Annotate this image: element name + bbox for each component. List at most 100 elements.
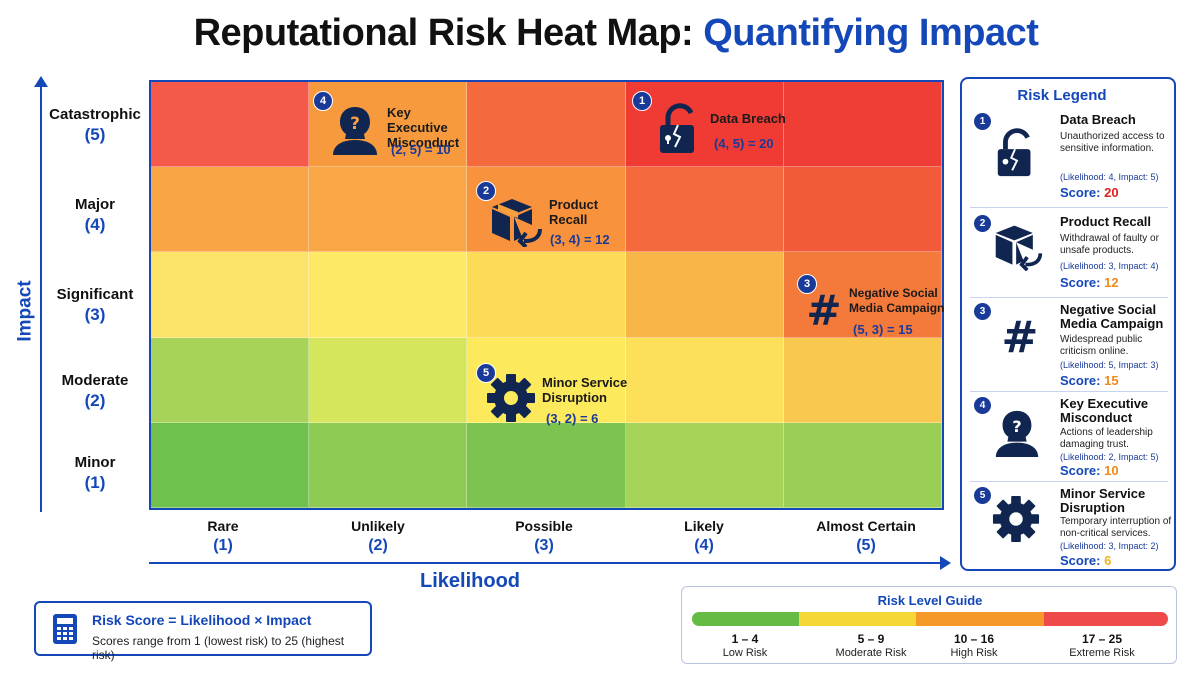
guide-range: 17 – 25	[1081, 632, 1123, 646]
guide-bar	[799, 612, 916, 626]
risk-legend: Risk Legend 1 Data Breach Unauthorized a…	[960, 77, 1176, 571]
gear-icon	[487, 374, 535, 422]
broken-lock-icon	[660, 103, 694, 153]
svg-text:?: ?	[350, 114, 360, 134]
score-value: 6	[1104, 553, 1112, 568]
marker-name: Product Recall	[549, 197, 599, 227]
marker-score: (2, 5) = 10	[391, 142, 451, 157]
marker-negative-social-media[interactable]: 3 # Negative Social Media Campaign (5, 3…	[793, 268, 948, 348]
formula-box: Risk Score = Likelihood × Impact Scores …	[34, 601, 372, 662]
person-question-icon: ?	[333, 107, 377, 155]
legend-item-minor-service-disruption[interactable]: 5 Minor Service Disruption Temporary int…	[970, 483, 1171, 569]
guide-range: 10 – 16	[953, 632, 995, 646]
marker-data-breach[interactable]: 1 Data Breach (4, 5) = 20	[626, 85, 791, 165]
legend-badge: 1	[974, 113, 991, 130]
legend-title: Risk Legend	[1017, 87, 1107, 104]
title-accent: Quantifying Impact	[703, 12, 1039, 54]
heat-cell	[467, 82, 626, 168]
legend-item-product-recall[interactable]: 2 Product Recall Withdrawal of faulty or…	[970, 211, 1168, 298]
marker-score: (4, 5) = 20	[714, 136, 774, 151]
x-level-name: Possible	[515, 518, 573, 534]
legend-coords: (Likelihood: 2, Impact: 5)	[1060, 452, 1159, 462]
x-level-1: Rare (1)	[143, 516, 303, 556]
heat-cell	[625, 82, 784, 168]
heat-cell	[783, 252, 942, 338]
calculator-icon	[53, 614, 77, 644]
heat-cell	[309, 252, 468, 338]
x-level-value: (4)	[694, 537, 714, 554]
box-return-icon	[995, 225, 1043, 271]
guide-level-extreme: 17 – 25 Extreme Risk	[1042, 632, 1162, 660]
heat-cell	[625, 337, 784, 423]
legend-item-data-breach[interactable]: 1 Data Breach Unauthorized access to sen…	[970, 109, 1168, 208]
legend-item-key-executive-misconduct[interactable]: 4 ? Key Executive Misconduct Actions of …	[970, 393, 1168, 482]
x-level-value: (2)	[368, 537, 388, 554]
y-level-value: (4)	[84, 215, 106, 234]
marker-name: Minor Service Disruption	[542, 375, 628, 405]
y-level-name: Significant	[56, 286, 134, 303]
legend-badge: 4	[974, 397, 991, 414]
heat-cell	[309, 167, 468, 253]
heat-cell	[467, 422, 626, 508]
legend-name: Data Breach	[1060, 112, 1136, 127]
risk-level-guide: Risk Level Guide 1 – 4 Low Risk 5 – 9 Mode…	[681, 586, 1177, 664]
heat-cell	[625, 167, 784, 253]
formula-subtitle: Scores range from 1 (lowest risk) to 25 …	[92, 634, 345, 662]
x-level-2: Unlikely (2)	[298, 516, 458, 556]
guide-bar	[916, 612, 1044, 626]
x-level-5: Almost Certain (5)	[786, 516, 946, 556]
score-label: Score:	[1060, 553, 1101, 568]
heat-cell	[151, 337, 310, 423]
legend-badge: 2	[974, 215, 991, 232]
guide-bar	[692, 612, 799, 626]
y-level-value: (2)	[84, 391, 106, 410]
legend-score: Score: 6	[1060, 553, 1111, 568]
person-question-icon: ?	[995, 410, 1039, 457]
guide-level-moderate: 5 – 9 Moderate Risk	[811, 632, 931, 660]
guide-label: High Risk	[950, 647, 998, 659]
heat-cell	[783, 337, 942, 423]
legend-item-negative-social-media[interactable]: 3 # Negative Social Media Campaign Wides…	[970, 299, 1168, 392]
broken-lock-icon	[997, 128, 1031, 177]
y-level-1: Minor (1)	[48, 453, 142, 493]
legend-coords: (Likelihood: 4, Impact: 5)	[1060, 172, 1159, 182]
guide-label: Low Risk	[722, 647, 768, 659]
svg-text:#: #	[806, 288, 841, 330]
legend-coords: (Likelihood: 3, Impact: 4)	[1060, 261, 1159, 271]
marker-minor-service-disruption[interactable]: 5 Minor Service Disruption (3, 2) = 6	[470, 357, 630, 437]
guide-range: 1 – 4	[731, 632, 759, 646]
y-level-name: Moderate	[61, 372, 129, 389]
marker-key-executive-misconduct[interactable]: 4 ? Key Executive Misconduct (2, 5) = 10	[305, 85, 470, 165]
heat-cell	[783, 82, 942, 168]
legend-desc: Widespread public criticism online.	[1060, 334, 1143, 357]
svg-text:#: #	[1002, 313, 1039, 357]
y-axis-label: Impact	[14, 280, 36, 342]
heat-cell	[151, 167, 310, 253]
guide-level-high: 10 – 16 High Risk	[914, 632, 1034, 660]
y-axis-arrow	[34, 76, 48, 512]
legend-badge: 3	[974, 303, 991, 320]
heat-cell	[309, 337, 468, 423]
guide-bar	[1044, 612, 1168, 626]
marker-product-recall[interactable]: 2 Product Recall (3, 4) = 12	[470, 175, 625, 260]
svg-text:?: ?	[1012, 417, 1021, 436]
legend-desc: Temporary interruption of non-critical s…	[1060, 516, 1172, 539]
y-level-value: (3)	[84, 305, 106, 324]
hashtag-icon: #	[1002, 313, 1039, 357]
marker-badge: 2	[476, 181, 496, 201]
marker-badge: 1	[632, 91, 652, 111]
guide-label: Moderate Risk	[835, 647, 907, 659]
legend-score: Score: 12	[1060, 275, 1119, 290]
x-level-name: Rare	[207, 518, 239, 534]
legend-badge: 5	[974, 487, 991, 504]
legend-score: Score: 20	[1060, 185, 1119, 200]
guide-title: Risk Level Guide	[877, 593, 983, 608]
x-level-value: (1)	[213, 537, 233, 554]
y-level-value: (5)	[84, 125, 106, 144]
x-axis-label: Likelihood	[420, 570, 520, 592]
guide-level-low: 1 – 4 Low Risk	[685, 632, 805, 660]
hashtag-icon: #	[806, 288, 841, 330]
x-level-name: Unlikely	[351, 518, 405, 534]
x-level-3: Possible (3)	[464, 516, 624, 556]
y-level-name: Catastrophic	[49, 106, 141, 123]
